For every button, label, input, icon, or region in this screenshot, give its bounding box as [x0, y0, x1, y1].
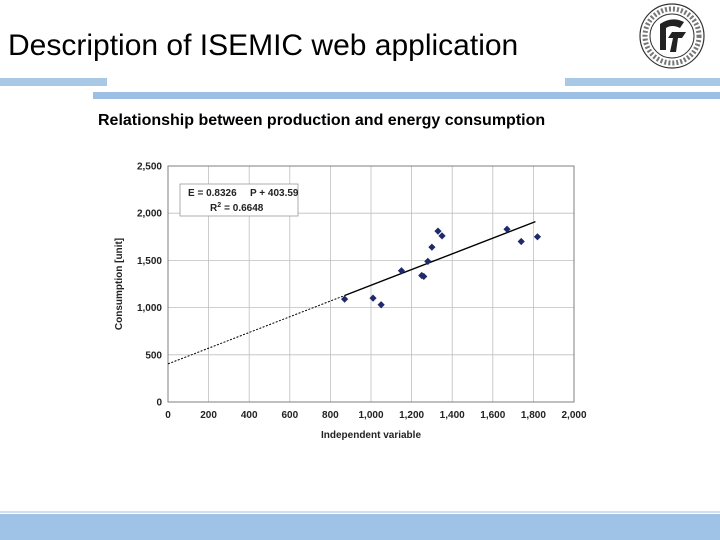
y-tick-label: 2,000 [137, 209, 162, 220]
x-tick-label: 200 [200, 410, 217, 421]
data-point [428, 243, 436, 251]
x-tick-label: 1,600 [480, 410, 505, 421]
chart-subtitle: Relationship between production and ener… [98, 112, 546, 129]
y-axis-label: Consumption [unit] [114, 238, 125, 330]
faculty-seal-logo [639, 3, 705, 69]
x-tick-label: 1,400 [440, 410, 465, 421]
trendline-layer [167, 220, 536, 365]
y-tick-label: 2,500 [137, 162, 162, 173]
r-squared-symbol: R [210, 203, 218, 214]
footer-highlight-line [0, 511, 720, 513]
data-point [517, 237, 525, 246]
data-point [369, 294, 377, 302]
trendline-fitted [344, 220, 536, 297]
y-tick-label: 1,500 [137, 256, 162, 267]
x-tick-label: 1,200 [399, 410, 424, 421]
y-tick-labels: 0 500 1,000 1,500 2,000 2,500 [137, 162, 162, 409]
equation-line-1-right: P + 403.59 [250, 188, 299, 199]
x-tick-label: 400 [241, 410, 258, 421]
equation-line-2: R2 = 0.6648 [210, 202, 264, 214]
equation-line-1-left: E = 0.8326 [188, 188, 237, 199]
plot-frame [167, 165, 575, 403]
x-tick-label: 1,800 [521, 410, 546, 421]
y-tick-label: 0 [156, 398, 162, 409]
regression-equation-box: E = 0.8326 P + 403.59 R2 = 0.6648 [179, 183, 299, 217]
x-tick-label: 600 [281, 410, 298, 421]
trendline-extrapolated [167, 295, 345, 365]
x-axis-label: Independent variable [321, 430, 421, 441]
title-underline-right [565, 78, 720, 86]
r-squared-superscript: 2 [217, 202, 221, 209]
x-tick-label: 800 [322, 410, 339, 421]
scatter-chart: 0 200 400 600 800 1,000 1,200 1,400 1,600 1,800 2,… [114, 162, 587, 442]
x-tick-label: 1,000 [358, 410, 383, 421]
x-tick-label: 2,000 [561, 410, 586, 421]
data-point [397, 267, 406, 275]
slide-title: Description of ISEMIC web application [8, 29, 519, 62]
data-point [424, 257, 432, 265]
r-squared-value: = 0.6648 [224, 203, 264, 214]
equation-box [179, 183, 299, 217]
y-tick-label: 500 [145, 350, 162, 361]
x-tick-labels: 0 200 400 600 800 1,000 1,200 1,400 1,600 1,800 2,… [165, 410, 587, 421]
y-tick-label: 1,000 [137, 303, 162, 314]
data-point [434, 227, 442, 235]
title-underline-left [0, 78, 107, 86]
data-point [420, 272, 428, 281]
footer-bar [0, 514, 720, 540]
data-point [533, 233, 542, 241]
x-tick-label: 0 [165, 410, 171, 421]
data-point [438, 232, 446, 240]
data-point [377, 301, 385, 309]
header-divider-bar [93, 92, 720, 99]
